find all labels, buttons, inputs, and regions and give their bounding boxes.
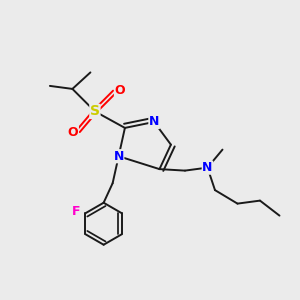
Text: O: O [115, 84, 125, 97]
Text: N: N [113, 150, 124, 163]
Text: N: N [149, 116, 159, 128]
Text: F: F [72, 205, 81, 218]
Text: S: S [90, 104, 100, 118]
Text: N: N [202, 161, 213, 174]
Text: O: O [68, 126, 78, 139]
